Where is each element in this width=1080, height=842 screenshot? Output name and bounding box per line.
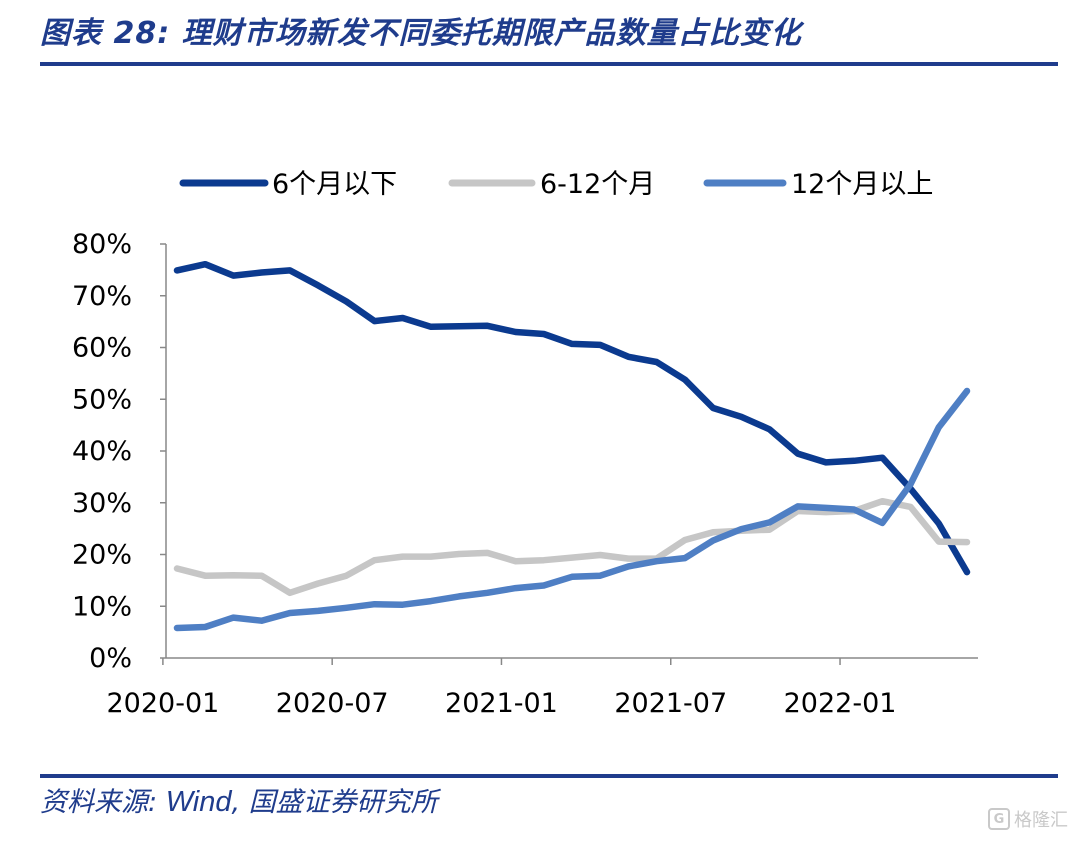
source-divider xyxy=(40,774,1058,778)
y-tick-label: 20% xyxy=(72,540,132,571)
source-rest: , 国盛证券研究所 xyxy=(231,787,438,818)
x-tick-label: 2020-01 xyxy=(106,688,219,719)
y-tick-label: 30% xyxy=(72,488,132,519)
x-tick-label: 2020-07 xyxy=(276,688,389,719)
y-tick-label: 0% xyxy=(89,643,132,674)
legend-label-2: 6-12个月 xyxy=(540,169,655,200)
legend-label-1: 6个月以下 xyxy=(272,169,397,200)
series-line-1 xyxy=(173,260,971,576)
y-tick-label: 50% xyxy=(72,384,132,415)
title-divider xyxy=(40,62,1058,66)
chart-title: 图表 28: 理财市场新发不同委托期限产品数量占比变化 xyxy=(40,16,802,51)
line-chart: 6个月以下 6-12个月 12个月以上 0% 10% 20% 30% 40% 50% 60% 70… xyxy=(72,169,978,719)
legend-label-3: 12个月以上 xyxy=(791,169,933,200)
watermark-text: 格隆汇 xyxy=(1014,810,1068,831)
y-tick-label: 10% xyxy=(72,591,132,622)
x-tick-label: 2022-01 xyxy=(784,688,897,719)
source-wind: Wind xyxy=(165,786,232,818)
y-tick-label: 80% xyxy=(72,229,132,260)
series-line-3 xyxy=(173,387,971,632)
y-tick-label: 40% xyxy=(72,436,132,467)
source-label: 资料来源: xyxy=(40,787,166,818)
source-note: 资料来源: Wind, 国盛证券研究所 xyxy=(40,780,438,819)
x-axis: 2020-01 2020-07 2021-01 2021-07 2022-01 xyxy=(106,657,978,719)
series-line-2 xyxy=(173,497,971,597)
watermark-logo-icon: G xyxy=(988,808,1010,830)
x-tick-label: 2021-07 xyxy=(614,688,727,719)
y-axis: 0% 10% 20% 30% 40% 50% 60% 70% 80% xyxy=(72,229,167,674)
chart-legend: 6个月以下 6-12个月 12个月以上 xyxy=(179,169,933,200)
y-tick-label: 60% xyxy=(72,333,132,364)
x-tick-label: 2021-01 xyxy=(445,688,558,719)
y-tick-label: 70% xyxy=(72,281,132,312)
watermark: G 格隆汇 xyxy=(988,806,1068,832)
plot-area xyxy=(173,260,971,632)
